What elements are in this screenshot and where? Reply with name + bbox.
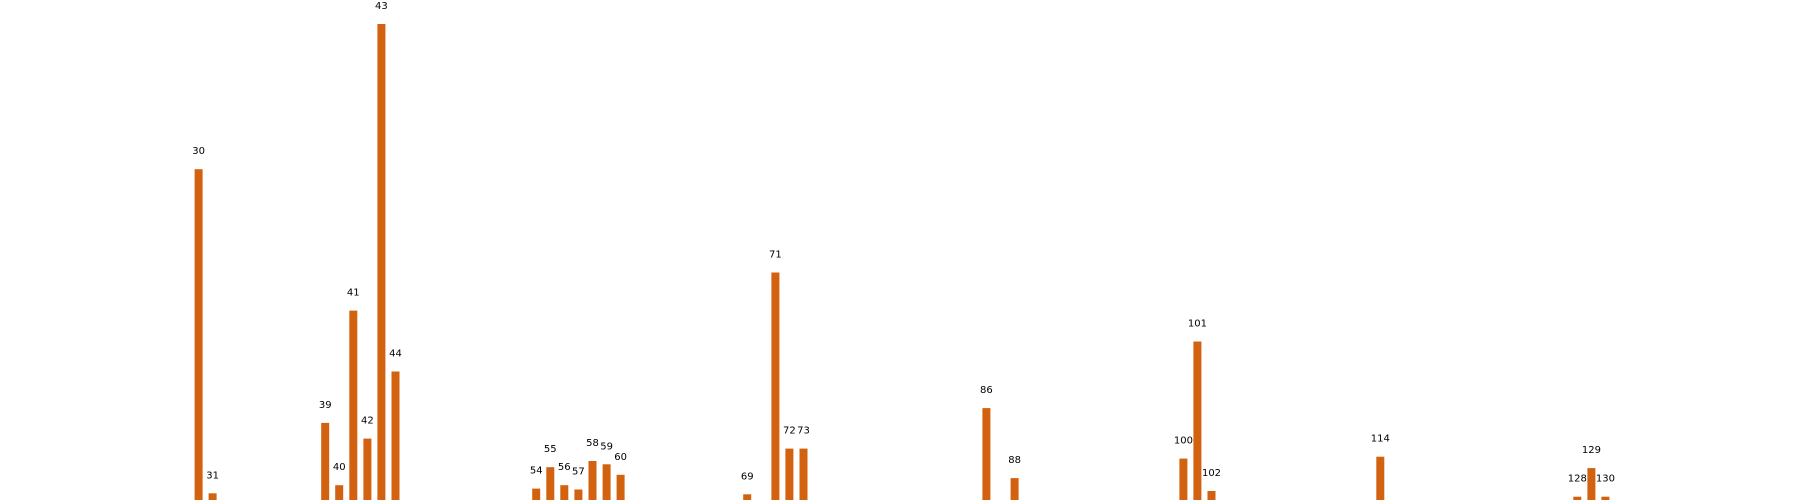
bar-101 xyxy=(1193,341,1202,500)
bars-layer xyxy=(194,24,1610,500)
bar-label-114: 114 xyxy=(1371,434,1390,445)
bar-86 xyxy=(982,408,991,500)
bar-label-130: 130 xyxy=(1596,474,1615,485)
bar-39 xyxy=(321,422,330,500)
bar-44 xyxy=(391,371,400,500)
bar-59 xyxy=(602,464,611,500)
bar-54 xyxy=(532,488,541,500)
bar-label-57: 57 xyxy=(572,467,585,478)
bar-73 xyxy=(799,448,808,500)
bar-label-54: 54 xyxy=(530,466,543,477)
bar-label-60: 60 xyxy=(614,452,627,463)
bar-label-129: 129 xyxy=(1582,445,1601,456)
bar-43 xyxy=(377,24,386,500)
bar-label-100: 100 xyxy=(1174,436,1193,447)
bar-label-88: 88 xyxy=(1008,455,1021,466)
bar-label-56: 56 xyxy=(558,462,571,473)
bar-55 xyxy=(546,467,555,500)
bar-label-43: 43 xyxy=(375,1,388,12)
bar-56 xyxy=(560,485,569,500)
bar-label-30: 30 xyxy=(192,146,205,157)
bar-42 xyxy=(363,438,372,500)
bar-label-71: 71 xyxy=(769,250,782,261)
bar-72 xyxy=(785,448,794,500)
bar-88 xyxy=(1010,478,1019,500)
bar-71 xyxy=(771,272,780,500)
bar-60 xyxy=(616,474,625,500)
bar-label-128: 128 xyxy=(1568,474,1587,485)
bar-label-102: 102 xyxy=(1202,468,1221,479)
bar-label-41: 41 xyxy=(347,288,360,299)
bar-58 xyxy=(588,461,597,500)
bar-label-42: 42 xyxy=(361,416,374,427)
bar-57 xyxy=(574,489,583,500)
bar-129 xyxy=(1587,468,1596,500)
bar-130 xyxy=(1601,496,1610,500)
bar-128 xyxy=(1573,496,1582,500)
bar-label-72: 72 xyxy=(783,426,796,437)
bar-label-40: 40 xyxy=(333,462,346,473)
bar-30 xyxy=(194,169,203,500)
bar-label-73: 73 xyxy=(797,426,810,437)
bar-label-86: 86 xyxy=(980,385,993,396)
bar-41 xyxy=(349,310,358,500)
bar-label-69: 69 xyxy=(741,471,754,482)
bar-label-44: 44 xyxy=(389,349,402,360)
bar-100 xyxy=(1179,458,1188,500)
bar-label-58: 58 xyxy=(586,438,599,449)
bar-label-39: 39 xyxy=(319,400,332,411)
bar-label-59: 59 xyxy=(600,441,613,452)
bar-69 xyxy=(743,494,752,500)
bar-label-101: 101 xyxy=(1188,319,1207,330)
bar-114 xyxy=(1376,456,1385,500)
bar-102 xyxy=(1207,491,1216,500)
bar-31 xyxy=(208,493,217,500)
bar-40 xyxy=(335,485,344,500)
bar-label-55: 55 xyxy=(544,444,557,455)
bar-label-31: 31 xyxy=(206,470,219,481)
